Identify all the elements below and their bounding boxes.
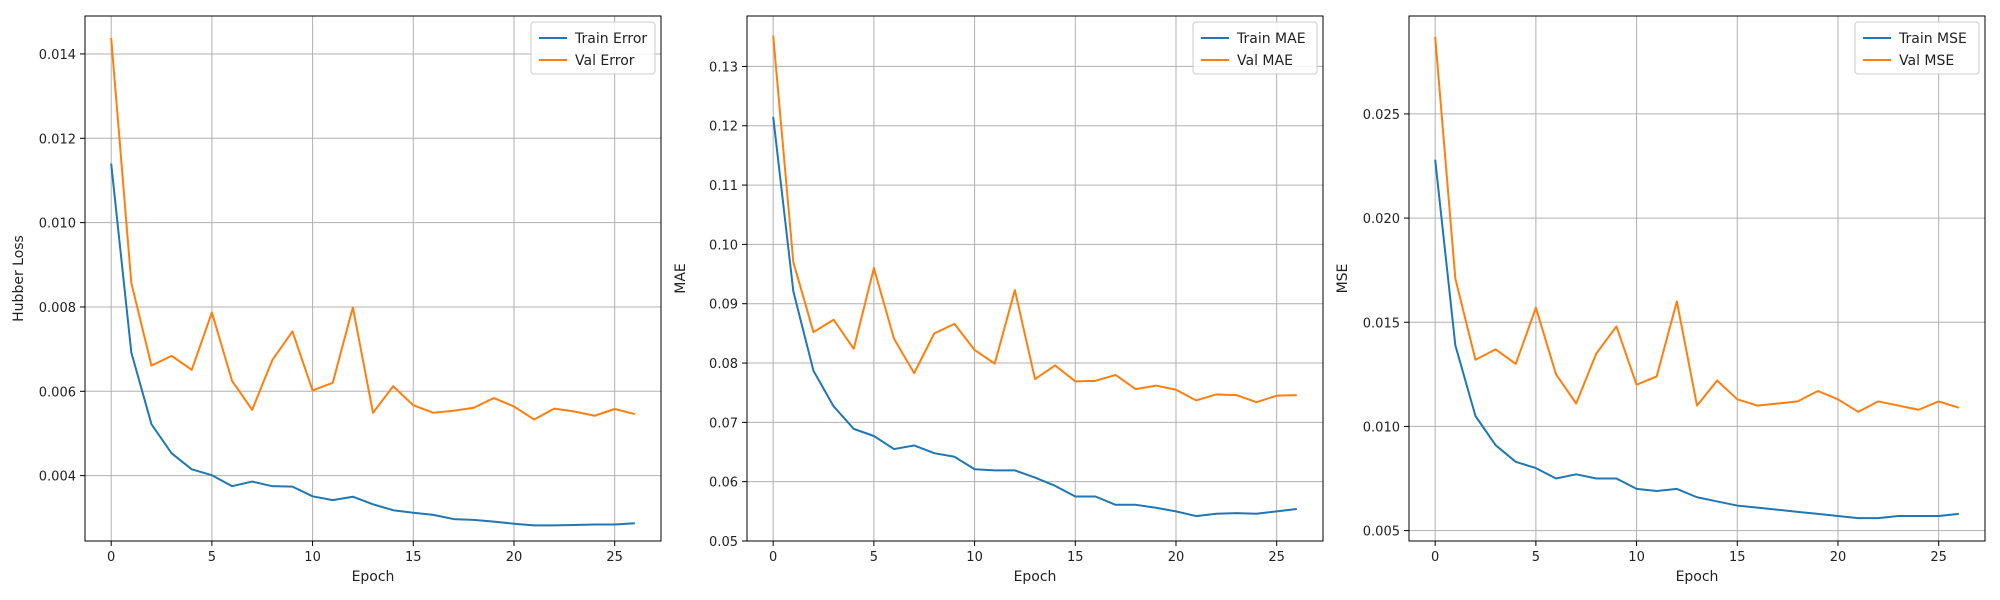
- chart-panel-2: 0 5 10 15 20 25 0.05 0.06 0.07 0.08 0.09 0.10 0.11 0.…: [673, 15, 1324, 585]
- y-tick-label: 0.010: [39, 217, 76, 232]
- x-tick-label: 10: [966, 550, 983, 565]
- series-line-train-error: [110, 163, 635, 527]
- y-tick-label: 0.014: [39, 48, 76, 63]
- x-tick-label: 25: [606, 550, 623, 565]
- x-tick-label: 0: [769, 550, 777, 565]
- y-tick-label: 0.08: [709, 357, 738, 372]
- x-tick-label: 5: [870, 550, 878, 565]
- x-tick-label: 20: [1168, 550, 1185, 565]
- x-tick-label: 25: [1268, 550, 1285, 565]
- series-line-val-mse: [1434, 36, 1960, 413]
- legend-label: Train MAE: [1236, 31, 1306, 47]
- x-tick-label: 20: [506, 550, 523, 565]
- legend-label: Val MSE: [1899, 53, 1954, 69]
- y-tick-label: 0.10: [709, 238, 738, 253]
- x-tick-label: 20: [1830, 550, 1847, 565]
- chart-panel-1: 0 5 10 15 20 25 0.004 0.006 0.008 0.010 0.012 0.014…: [11, 15, 662, 585]
- x-tick-label: 0: [1431, 550, 1439, 565]
- legend-label: Val MAE: [1237, 53, 1293, 69]
- y-tick-label: 0.008: [39, 301, 76, 316]
- y-tick-label: 0.020: [1363, 212, 1400, 227]
- chart-panel-3: 0 5 10 15 20 25 0.005 0.010 0.015 0.020 0.025 Epoch…: [1335, 15, 1986, 585]
- x-tick-label: 15: [1729, 550, 1746, 565]
- series-line-train-mae: [772, 116, 1297, 518]
- x-tick-label: 25: [1930, 550, 1947, 565]
- x-axis-label: Epoch: [352, 569, 395, 585]
- x-axis-label: Epoch: [1014, 569, 1057, 585]
- x-tick-label: 15: [1067, 550, 1084, 565]
- legend: Train Error Val Error: [530, 21, 656, 75]
- legend: Train MAE Val MAE: [1192, 21, 1318, 75]
- y-tick-label: 0.13: [709, 60, 738, 75]
- y-tick-label: 0.006: [39, 385, 76, 400]
- plot-frame: [746, 15, 1324, 542]
- plot-frame: [1408, 15, 1986, 542]
- y-tick-label: 0.11: [709, 179, 738, 194]
- y-tick-label: 0.005: [1363, 525, 1400, 540]
- x-tick-label: 10: [304, 550, 321, 565]
- legend-label: Train MSE: [1898, 31, 1967, 47]
- x-tick-label: 15: [405, 550, 422, 565]
- y-tick-label: 0.004: [39, 470, 76, 485]
- legend-label: Train Error: [574, 31, 647, 47]
- y-tick-label: 0.012: [39, 132, 76, 147]
- y-tick-label: 0.06: [709, 476, 738, 491]
- series-line-val-mae: [772, 35, 1297, 404]
- y-tick-label: 0.010: [1363, 420, 1400, 435]
- y-tick-label: 0.05: [709, 535, 738, 550]
- x-tick-label: 5: [208, 550, 216, 565]
- x-tick-label: 0: [107, 550, 115, 565]
- y-tick-label: 0.025: [1363, 108, 1400, 123]
- y-axis-label: MSE: [1335, 264, 1351, 294]
- legend-label: Val Error: [575, 53, 635, 69]
- series-line-train-mse: [1434, 159, 1959, 520]
- legend: Train MSE Val MSE: [1854, 21, 1980, 75]
- x-tick-label: 10: [1628, 550, 1645, 565]
- x-tick-label: 5: [1532, 550, 1540, 565]
- y-tick-label: 0.015: [1363, 316, 1400, 331]
- y-tick-label: 0.09: [709, 298, 738, 313]
- y-tick-label: 0.07: [709, 416, 738, 431]
- x-axis-label: Epoch: [1676, 569, 1719, 585]
- y-axis-label: MAE: [673, 263, 689, 294]
- y-axis-label: Hubber Loss: [11, 235, 27, 322]
- plot-frame: [84, 15, 662, 542]
- y-tick-label: 0.12: [709, 120, 738, 135]
- series-line-val-error: [110, 37, 636, 421]
